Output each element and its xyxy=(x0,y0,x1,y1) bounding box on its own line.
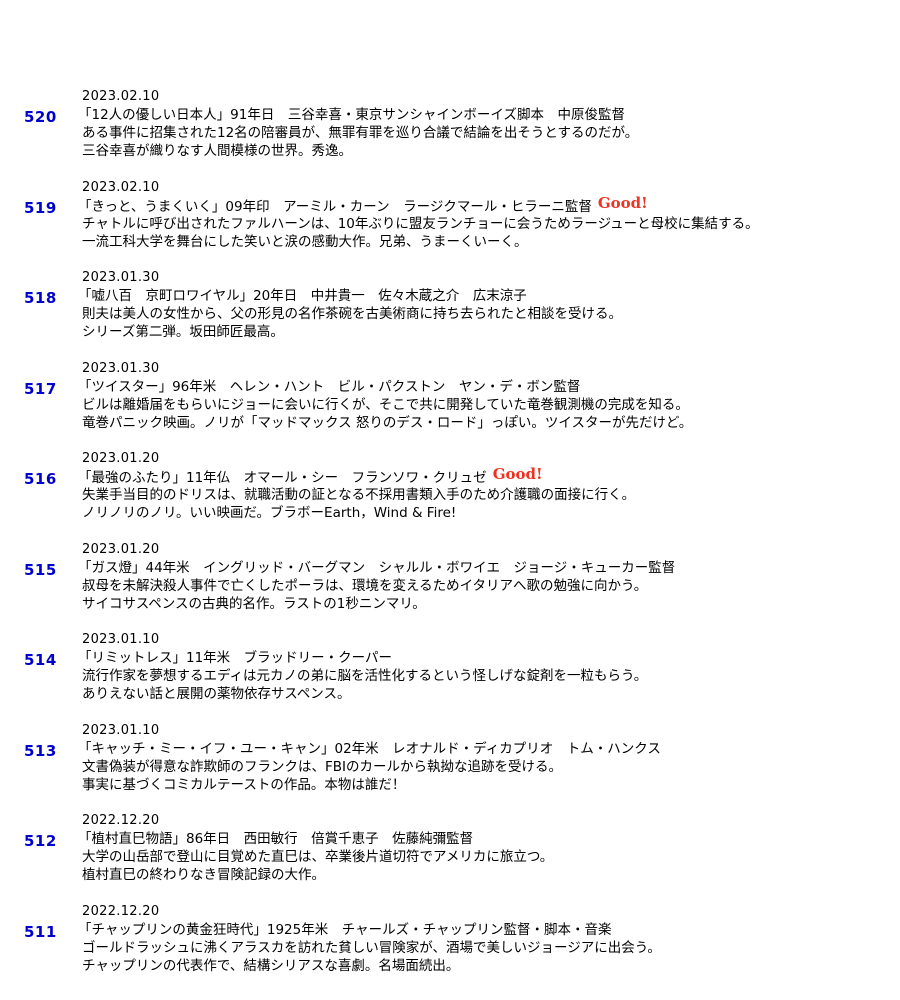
movie-entry: 515 2023.01.20 「ガス燈」44年米 イングリッド・バーグマン シャ… xyxy=(0,541,900,632)
entry-comment: サイコサスペンスの古典的名作。ラストの1秒ニンマリ。 xyxy=(82,595,426,612)
entry-title: 「ガス燈」44年米 イングリッド・バーグマン シャルル・ボワイエ ジョージ・キュ… xyxy=(78,559,676,576)
good-badge: Good! xyxy=(597,193,648,212)
entry-title: 「チャップリンの黄金狂時代」1925年米 チャールズ・チャップリン監督・脚本・音… xyxy=(78,921,612,938)
entry-number: 520 xyxy=(24,108,57,126)
entry-title: 「植村直巳物語」86年日 西田敏行 倍賞千恵子 佐藤純彌監督 xyxy=(78,831,474,847)
entry-date: 2022.12.20 xyxy=(82,903,160,919)
entry-date: 2023.01.10 xyxy=(82,632,160,647)
movie-entry: 519 2023.02.10 「きっと、うまくいく」09年印 アーミル・カーン … xyxy=(0,179,900,270)
entry-title: 「きっと、うまくいく」09年印 アーミル・カーン ラージクマール・ヒラーニ監督 xyxy=(78,198,592,215)
entry-body: 2023.02.10 「12人の優しい日本人」91年日 三谷幸喜・東京サンシャイ… xyxy=(78,88,639,160)
entry-body: 2023.01.30 「嘘八百 京町ロワイヤル」20年日 中井貴一 佐々木蔵之介… xyxy=(78,269,622,341)
entry-synopsis: 流行作家を夢想するエディは元カノの弟に脳を活性化するという怪しげな錠剤を一粒もら… xyxy=(82,668,648,684)
entry-title-line: 「最強のふたり」11年仏 オマール・シー フランソワ・クリュゼ Good! xyxy=(78,465,635,486)
entry-body: 2023.01.10 「リミットレス」11年米 ブラッドリー・クーパー 流行作家… xyxy=(78,631,648,703)
entry-comment: 一流工科大学を舞台にした笑いと涙の感動大作。兄弟、うまーくいーく。 xyxy=(82,233,528,250)
entry-body: 2023.01.10 「キャッチ・ミー・イフ・ユー・キャン」02年米 レオナルド… xyxy=(78,722,661,794)
entry-title-line: 「ガス燈」44年米 イングリッド・バーグマン シャルル・ボワイエ ジョージ・キュ… xyxy=(78,559,675,577)
entry-synopsis: 叔母を未解決殺人事件で亡くしたポーラは、環境を変えるためイタリアへ歌の勉強に向か… xyxy=(82,577,648,594)
entry-comment: チャップリンの代表作で、結構シリアスな喜劇。名場面続出。 xyxy=(82,957,460,974)
entry-comment: 事実に基づくコミカルテーストの作品。本物は誰だ！ xyxy=(82,776,406,793)
entry-number: 519 xyxy=(24,198,57,217)
entry-body: 2022.12.20 「植村直巳物語」86年日 西田敏行 倍賞千恵子 佐藤純彌監… xyxy=(78,812,554,884)
movie-list: 520 2023.02.10 「12人の優しい日本人」91年日 三谷幸喜・東京サ… xyxy=(0,88,900,993)
entry-date: 2023.02.10 xyxy=(82,179,160,195)
entry-date: 2023.01.30 xyxy=(82,270,160,285)
entry-number: 511 xyxy=(24,922,57,941)
entry-synopsis: 大学の山岳部で登山に目覚めた直巳は、卒業後片道切符でアメリカに旅立つ。 xyxy=(82,849,554,865)
entry-date: 2023.01.30 xyxy=(82,360,160,376)
entry-number: 514 xyxy=(24,651,57,669)
movie-entry: 512 2022.12.20 「植村直巳物語」86年日 西田敏行 倍賞千恵子 佐… xyxy=(0,812,900,903)
entry-number: 512 xyxy=(24,832,57,850)
entry-date: 2023.02.10 xyxy=(82,89,160,104)
entry-date: 2023.01.20 xyxy=(82,451,160,466)
entry-title-line: 「チャップリンの黄金狂時代」1925年米 チャールズ・チャップリン監督・脚本・音… xyxy=(78,921,661,939)
entry-title: 「12人の優しい日本人」91年日 三谷幸喜・東京サンシャインボーイズ脚本 中原俊… xyxy=(78,107,625,123)
entry-number: 515 xyxy=(24,560,57,579)
entry-synopsis: 文書偽装が得意な詐欺師のフランクは、FBIのカールから執拗な追跡を受ける。 xyxy=(82,758,563,775)
movie-entry: 518 2023.01.30 「嘘八百 京町ロワイヤル」20年日 中井貴一 佐々… xyxy=(0,269,900,360)
movie-entry: 513 2023.01.10 「キャッチ・ミー・イフ・ユー・キャン」02年米 レ… xyxy=(0,722,900,813)
entry-synopsis: ある事件に招集された12名の陪審員が、無罪有罪を巡り合議で結論を出そうとするのだ… xyxy=(82,125,639,141)
entry-synopsis: ビルは離婚届をもらいにジョーに会いに行くが、そこで共に開発していた竜巻観測機の完… xyxy=(82,396,689,413)
entry-body: 2023.01.20 「最強のふたり」11年仏 オマール・シー フランソワ・クリ… xyxy=(78,450,636,522)
movie-entry: 511 2022.12.20 「チャップリンの黄金狂時代」1925年米 チャール… xyxy=(0,903,900,994)
entry-body: 2023.02.10 「きっと、うまくいく」09年印 アーミル・カーン ラージク… xyxy=(78,179,759,251)
entry-comment: 三谷幸喜が織りなす人間模様の世界。秀逸。 xyxy=(82,143,352,159)
entry-synopsis: ゴールドラッシュに沸くアラスカを訪れた貧しい冒険家が、酒場で美しいジョージアに出… xyxy=(82,939,661,956)
entry-date: 2023.01.10 xyxy=(82,722,160,738)
entry-title-line: 「リミットレス」11年米 ブラッドリー・クーパー xyxy=(78,649,647,667)
movie-entry: 516 2023.01.20 「最強のふたり」11年仏 オマール・シー フランソ… xyxy=(0,450,900,541)
entry-title: 「キャッチ・ミー・イフ・ユー・キャン」02年米 レオナルド・ディカプリオ トム・… xyxy=(78,740,661,757)
entry-number: 516 xyxy=(24,470,57,488)
entry-title-line: 「きっと、うまくいく」09年印 アーミル・カーン ラージクマール・ヒラーニ監督 G… xyxy=(78,193,759,215)
entry-comment: 竜巻パニック映画。ノリが「マッドマックス 怒りのデス・ロード」っぽい。ツイスター… xyxy=(82,414,693,431)
entry-title-line: 「12人の優しい日本人」91年日 三谷幸喜・東京サンシャインボーイズ脚本 中原俊… xyxy=(78,106,638,124)
entry-title-line: 「ツイスター」96年米 ヘレン・ハント ビル・パクストン ヤン・デ・ボン監督 xyxy=(78,378,692,396)
entry-date: 2023.01.20 xyxy=(82,541,160,557)
entry-number: 517 xyxy=(24,379,57,398)
good-badge: Good! xyxy=(492,465,543,483)
entry-comment: 植村直巳の終わりなき冒険記録の大作。 xyxy=(82,867,325,883)
movie-entry: 517 2023.01.30 「ツイスター」96年米 ヘレン・ハント ビル・パク… xyxy=(0,360,900,451)
movie-entry: 514 2023.01.10 「リミットレス」11年米 ブラッドリー・クーパー … xyxy=(0,631,900,722)
entry-title-line: 「嘘八百 京町ロワイヤル」20年日 中井貴一 佐々木蔵之介 広末涼子 xyxy=(78,287,622,305)
entry-title: 「ツイスター」96年米 ヘレン・ハント ビル・パクストン ヤン・デ・ボン監督 xyxy=(78,378,581,395)
entry-comment: シリーズ第二弾。坂田師匠最高。 xyxy=(82,324,284,340)
movie-entry: 520 2023.02.10 「12人の優しい日本人」91年日 三谷幸喜・東京サ… xyxy=(0,88,900,179)
entry-number: 513 xyxy=(24,741,57,760)
entry-title-line: 「キャッチ・ミー・イフ・ユー・キャン」02年米 レオナルド・ディカプリオ トム・… xyxy=(78,740,661,758)
entry-body: 2023.01.30 「ツイスター」96年米 ヘレン・ハント ビル・パクストン … xyxy=(78,360,693,432)
entry-synopsis: 失業手当目的のドリスは、就職活動の証となる不採用書類入手のため介護職の面接に行く… xyxy=(82,487,636,503)
entry-title: 「リミットレス」11年米 ブラッドリー・クーパー xyxy=(78,650,393,666)
entry-comment: ありえない話と展開の薬物依存サスペンス。 xyxy=(82,686,351,702)
entry-title-line: 「植村直巳物語」86年日 西田敏行 倍賞千恵子 佐藤純彌監督 xyxy=(78,830,553,848)
entry-title: 「嘘八百 京町ロワイヤル」20年日 中井貴一 佐々木蔵之介 広末涼子 xyxy=(78,288,527,304)
entry-date: 2022.12.20 xyxy=(82,813,160,828)
entry-number: 518 xyxy=(24,289,57,307)
entry-comment: ノリノリのノリ。いい映画だ。ブラボーEarth，Wind & Fire! xyxy=(82,505,457,521)
entry-synopsis: 則夫は美人の女性から、父の形見の名作茶碗を古美術商に持ち去られたと相談を受ける。 xyxy=(82,306,622,322)
entry-synopsis: チャトルに呼び出されたファルハーンは、10年ぶりに盟友ランチョーに会うためラージ… xyxy=(82,215,759,232)
entry-body: 2023.01.20 「ガス燈」44年米 イングリッド・バーグマン シャルル・ボ… xyxy=(78,541,675,613)
entry-body: 2022.12.20 「チャップリンの黄金狂時代」1925年米 チャールズ・チャ… xyxy=(78,903,661,975)
entry-title: 「最強のふたり」11年仏 オマール・シー フランソワ・クリュゼ xyxy=(78,470,487,486)
